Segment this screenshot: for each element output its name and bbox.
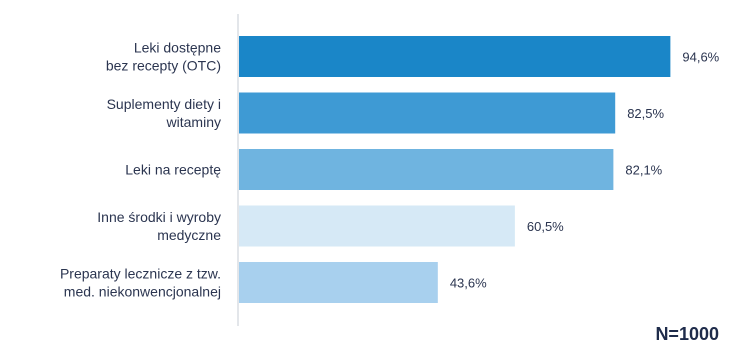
value-label-1: 94,6% xyxy=(682,50,719,65)
bar-1 xyxy=(239,36,671,77)
category-label-line: Inne środki i wyroby xyxy=(97,209,221,225)
category-label-line: Preparaty lecznicze z tzw. xyxy=(60,266,221,282)
category-label-line: witaminy xyxy=(166,114,221,130)
value-label-5: 43,6% xyxy=(450,276,487,291)
bar-2 xyxy=(239,92,616,134)
category-labels-group: Leki dostępne bez recepty (OTC) Suplementy… xyxy=(60,40,221,300)
bar-4 xyxy=(239,205,515,247)
bar-3 xyxy=(239,149,614,190)
category-label-3: Leki na receptę xyxy=(125,162,221,178)
sample-size-note: N=1000 xyxy=(655,324,719,344)
category-label-line: Suplementy diety i xyxy=(107,96,221,112)
category-label-1: Leki dostępne bez recepty (OTC) xyxy=(106,40,221,74)
category-label-line: Leki dostępne xyxy=(134,40,221,56)
category-label-line: Leki na receptę xyxy=(125,162,221,178)
value-label-3: 82,1% xyxy=(625,163,662,178)
category-label-line: med. niekonwencjonalnej xyxy=(64,284,221,300)
bar-5 xyxy=(239,262,438,303)
category-label-line: medyczne xyxy=(157,227,221,243)
value-label-2: 82,5% xyxy=(627,106,664,121)
category-label-5: Preparaty lecznicze z tzw. med. niekonwen… xyxy=(60,266,221,300)
value-label-4: 60,5% xyxy=(527,219,564,234)
category-label-2: Suplementy diety i witaminy xyxy=(107,96,221,130)
value-labels-group: 94,6% 82,5% 82,1% 60,5% 43,6% xyxy=(450,50,720,291)
category-label-line: bez recepty (OTC) xyxy=(106,58,221,74)
category-label-4: Inne środki i wyroby medyczne xyxy=(97,209,221,243)
bars-group xyxy=(239,36,671,303)
